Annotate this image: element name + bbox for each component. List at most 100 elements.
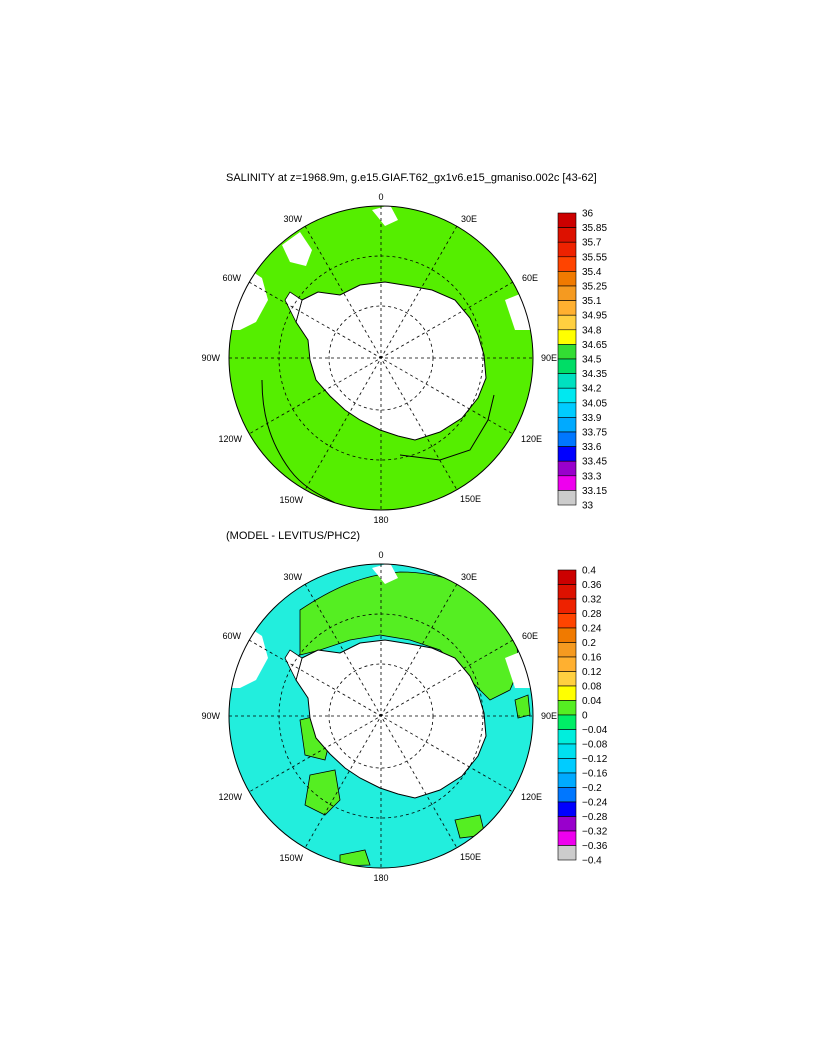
panel2-colorbar-label: 0.32 <box>582 595 602 606</box>
panel1-lon-label: 180 <box>373 515 388 525</box>
panel2-lon-label: 120W <box>218 792 242 802</box>
panel1-colorbar-label: 34.35 <box>582 369 607 380</box>
panel1-colorbar-label: 35.25 <box>582 282 607 293</box>
panel1-colorbar-label: 33.15 <box>582 486 607 497</box>
panel1-peninsula <box>284 291 303 324</box>
panel2-colorbar-box <box>557 656 577 672</box>
panel1-lon-label: 120W <box>218 434 242 444</box>
panel2-colorbar-box <box>557 569 577 585</box>
panel1-border <box>228 205 534 511</box>
panel1-colorbar-box <box>557 271 577 287</box>
panel1-colorbar-box <box>557 490 577 506</box>
panel1-colorbar-label: 34.05 <box>582 398 607 409</box>
panel1-colorbar-label: 35.7 <box>582 238 602 249</box>
panel2-positive-region <box>304 769 341 816</box>
panel1-colorbar-box <box>557 241 577 258</box>
panel2-colorbar-label: −0.12 <box>582 754 608 765</box>
panel2-colorbar-box <box>557 787 577 803</box>
panel1-lon-label: 30W <box>283 214 302 224</box>
panel2-colorbar-label: 0.28 <box>582 609 602 620</box>
panel2-colorbar-label: 0.16 <box>582 653 602 664</box>
panel1-colorbar-label: 34.95 <box>582 311 607 322</box>
panel2-lon-label: 150E <box>460 852 481 862</box>
panel2-map: 0 30E 60E 90E 120E 150E 180 150W 120W 90… <box>201 550 557 883</box>
panel1-colorbar-box <box>557 446 577 462</box>
panel2-colorbar-label: 0.24 <box>582 624 602 635</box>
panel1-lon-label: 150E <box>460 494 481 504</box>
panel1-map: 0 30E 60E 90E 120E 150E 180 150W 120W 90… <box>201 192 557 525</box>
panel2-lon-label: 150W <box>279 853 303 863</box>
panel1-colorbar-box <box>557 431 577 447</box>
panel1-south-america <box>229 270 268 330</box>
panel1-nodata-patch <box>372 206 398 226</box>
panel1-colorbar-label: 33.6 <box>582 442 602 453</box>
panel1-nodata-patch <box>282 232 312 266</box>
panel1-lon-label: 60E <box>522 273 538 283</box>
panel2-antarctica <box>295 639 487 799</box>
panel2-lon-label: 30E <box>461 572 477 582</box>
panel2-colorbar-label: 0.36 <box>582 580 602 591</box>
panel2-colorbar-label: −0.28 <box>582 812 608 823</box>
panel1-colorbar-box <box>557 373 577 389</box>
panel2-lon-label: 120E <box>521 792 542 802</box>
panel1-colorbar-label: 33 <box>582 501 594 512</box>
panel1-colorbar-label: 34.65 <box>582 340 607 351</box>
panel2-colorbar-label: 0 <box>582 711 588 722</box>
panel2-colorbar-box <box>557 598 577 614</box>
panel2-colorbar-box <box>557 700 577 716</box>
panel2-peninsula <box>284 649 303 682</box>
panel2-colorbar-box <box>557 772 577 788</box>
panel2-colorbar-label: 0.4 <box>582 566 596 577</box>
panel2-colorbar-label: −0.24 <box>582 798 608 809</box>
panel1-lon-label: 150W <box>279 495 303 505</box>
panel2-lon-label: 0 <box>378 550 383 560</box>
panel1-colorbar-box <box>557 475 577 491</box>
panel2-title: (MODEL - LEVITUS/PHC2) <box>226 530 361 542</box>
panel1-colorbar-box <box>557 460 577 477</box>
panel1-colorbar-box <box>557 417 577 433</box>
panel2-colorbar-box <box>557 845 577 861</box>
panel1-colorbar-box <box>557 227 577 243</box>
panel2-colorbar-box <box>557 801 577 817</box>
panel2-lon-label: 90E <box>541 711 557 721</box>
panel1-colorbar-label: 34.2 <box>582 384 602 395</box>
panel2-colorbar-label: −0.08 <box>582 740 608 751</box>
panel1-lon-label: 30E <box>461 214 477 224</box>
panel1-lon-label: 120E <box>521 434 542 444</box>
panel1-colorbar-label: 33.9 <box>582 413 602 424</box>
panel2-colorbar-label: 0.04 <box>582 696 602 707</box>
panel1-colorbar-box <box>557 329 577 345</box>
panel2-colorbar-label: −0.32 <box>582 827 608 838</box>
panel2-colorbar-box <box>557 627 577 643</box>
panel1-lon-label: 0 <box>378 192 383 202</box>
panel2-colorbar-label: 0.2 <box>582 638 596 649</box>
panel1-contour <box>261 379 336 504</box>
panel2-colorbar-label: −0.4 <box>582 856 602 867</box>
panel2-lon-label: 60E <box>522 631 538 641</box>
panel2-colorbar: 0.4 0.36 0.32 0.28 0.24 0.2 0.16 0.12 0.08 0.04 0 −… <box>557 566 608 867</box>
panel1-colorbar-label: 35.1 <box>582 296 602 307</box>
panel1-colorbar: 36 35.85 35.7 35.55 35.4 35.25 35.1 34.95 34.8 34… <box>557 209 607 512</box>
panel1-colorbar-label: 34.5 <box>582 355 602 366</box>
panel2-colorbar-label: −0.16 <box>582 769 608 780</box>
panel1-colorbar-label: 33.45 <box>582 457 607 468</box>
panel2-positive-region <box>514 694 531 719</box>
panel1-colorbar-label: 35.85 <box>582 223 607 234</box>
panel2-colorbar-box <box>557 830 577 846</box>
panel1-colorbar-box <box>557 285 577 301</box>
panel2-colorbar-label: −0.36 <box>582 841 608 852</box>
panel2-colorbar-box <box>557 642 577 658</box>
panel2-colorbar-box <box>557 816 577 832</box>
panel1-colorbar-box <box>557 212 577 228</box>
panel2-lon-label: 180 <box>373 873 388 883</box>
panel2-south-america <box>229 628 268 688</box>
panel2-colorbar-label: 0.12 <box>582 667 602 678</box>
panel2-border <box>228 563 534 869</box>
panel1-colorbar-box <box>557 314 577 331</box>
panel1-lon-label: 90E <box>541 353 557 363</box>
panel1-colorbar-label: 34.8 <box>582 325 602 336</box>
panel2-colorbar-box <box>557 584 577 600</box>
panel1-colorbar-label: 33.3 <box>582 471 602 482</box>
panel1-colorbar-label: 35.4 <box>582 267 602 278</box>
